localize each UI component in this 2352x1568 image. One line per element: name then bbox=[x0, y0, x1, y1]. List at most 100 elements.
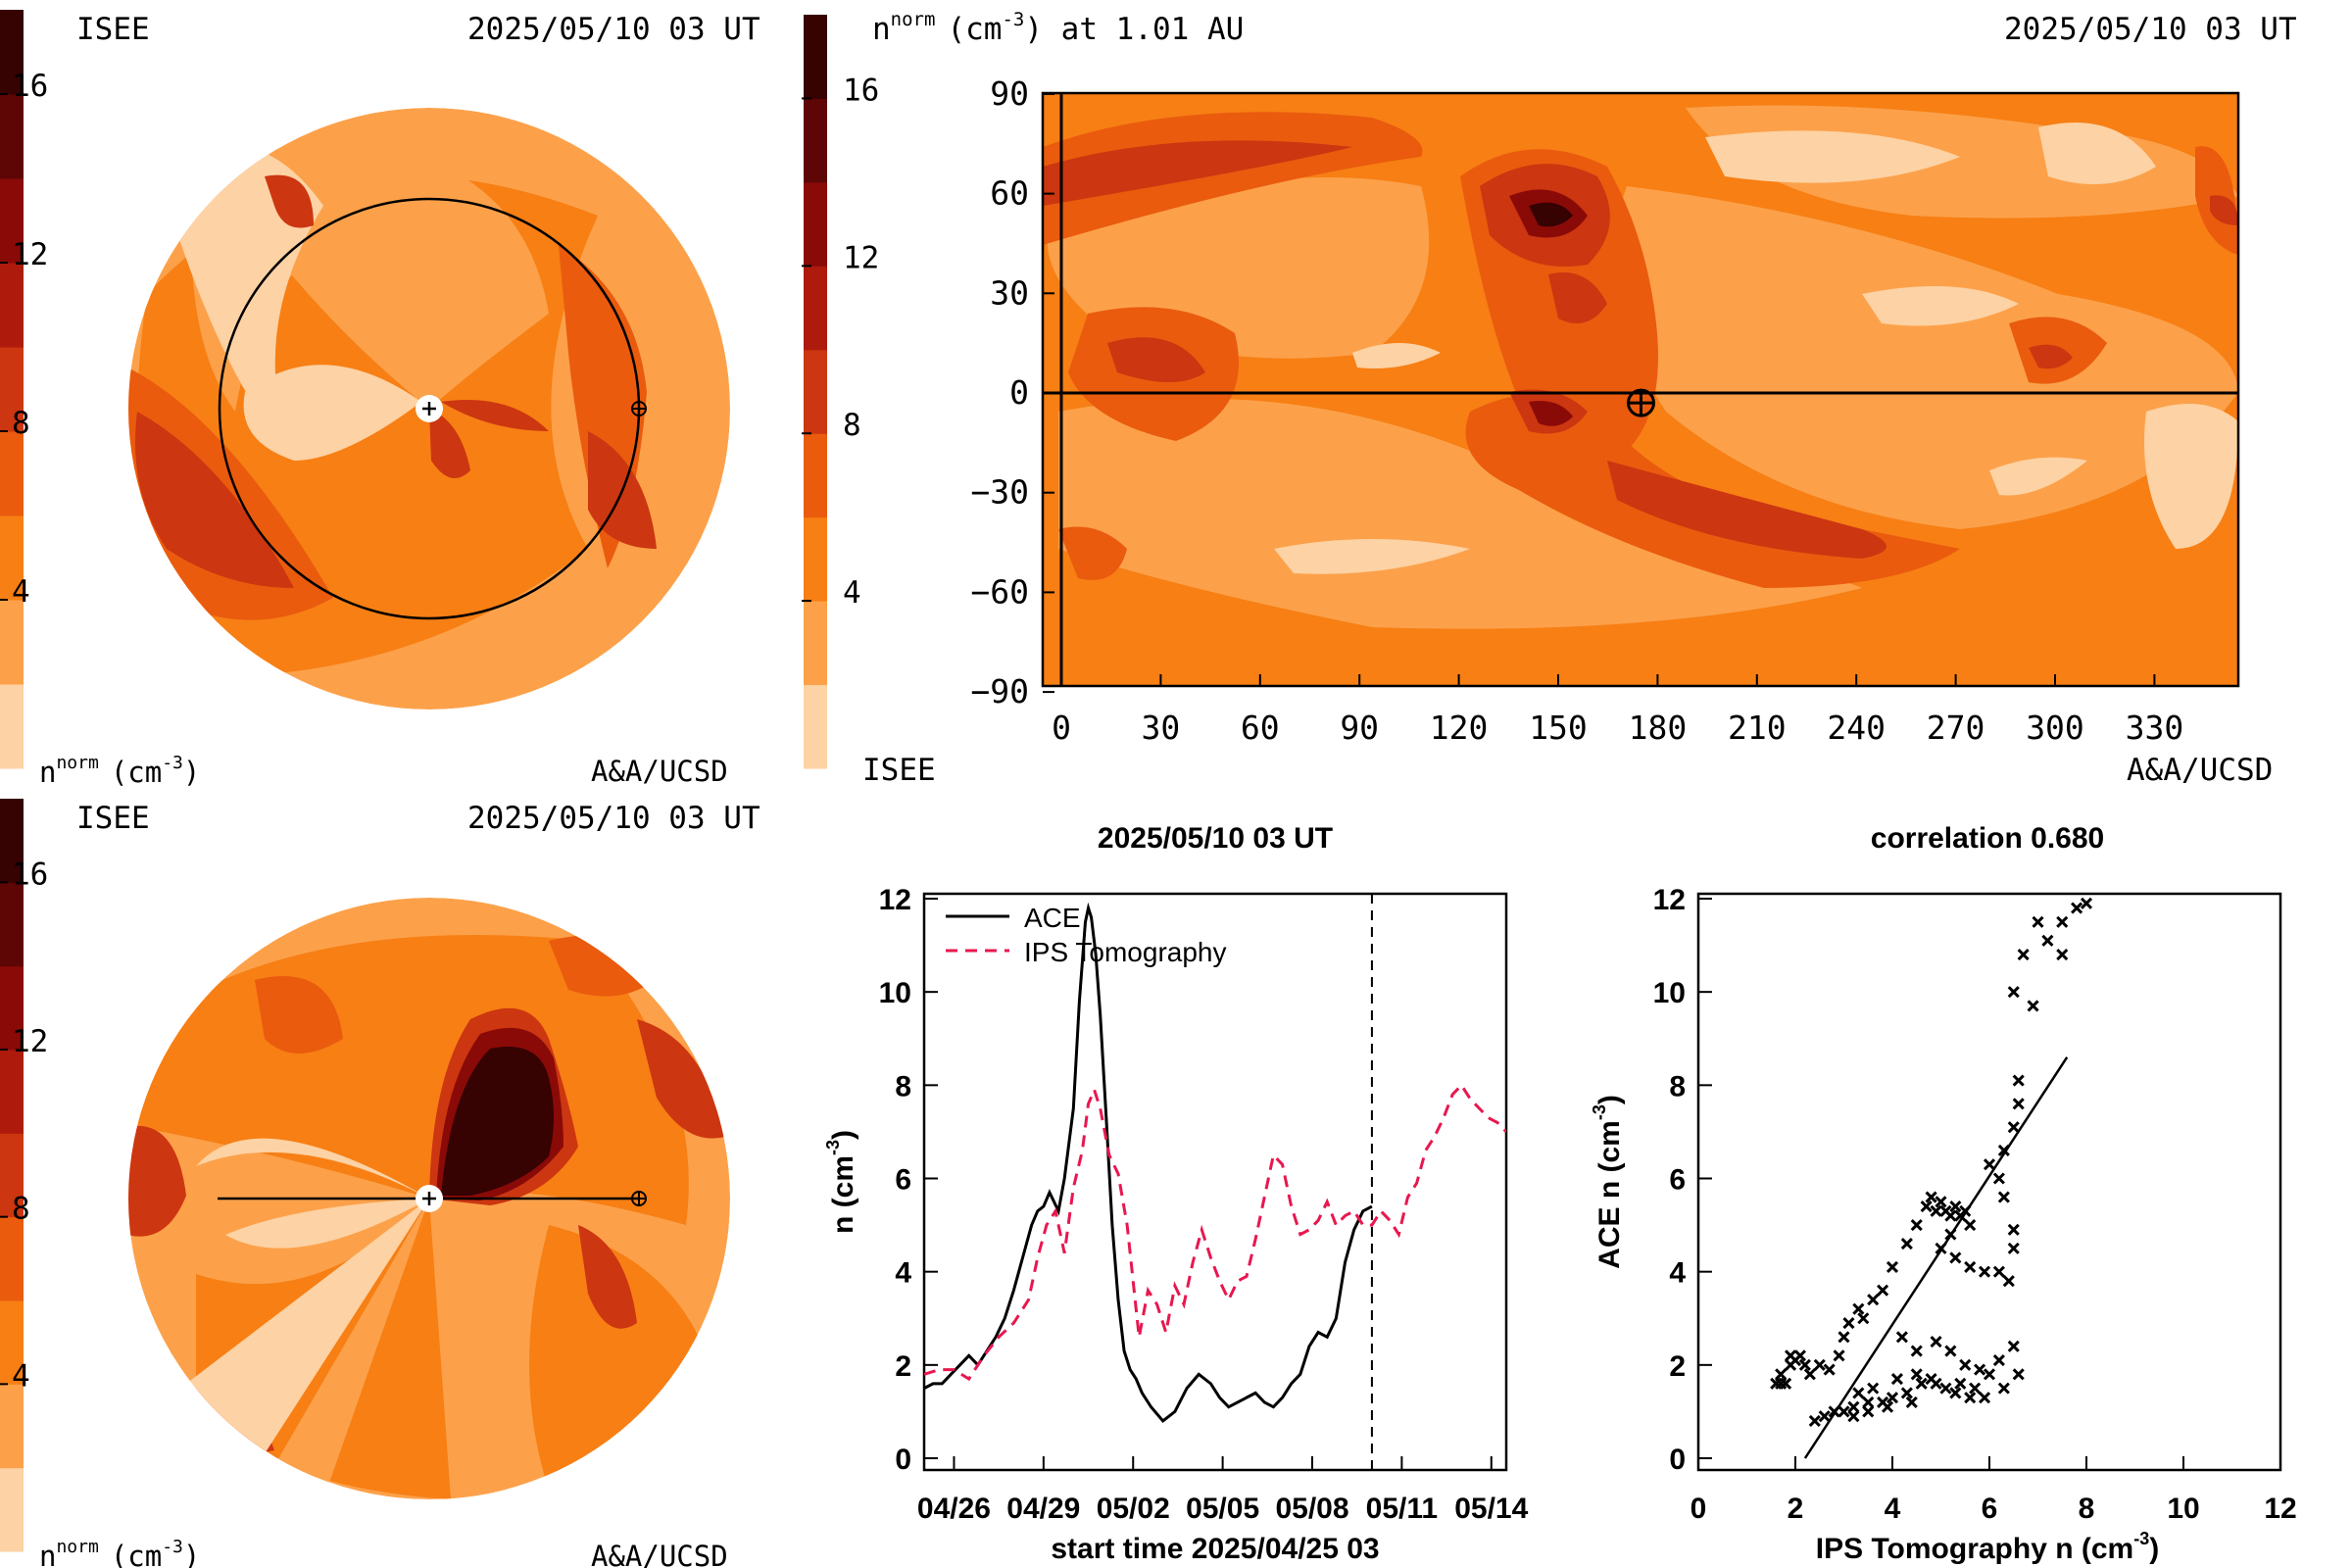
sc-point bbox=[1900, 1238, 1913, 1250]
sc-ticks: 0 2 4 6 8 10 12 0 2 4 6 8 10 12 bbox=[1653, 884, 2297, 1525]
colorbar-label-units-sup: -3 bbox=[162, 753, 183, 773]
legend-ace: ACE bbox=[1024, 903, 1081, 933]
sc-y-tick-label: 8 bbox=[1669, 1070, 1686, 1102]
sun-cross-bottom bbox=[422, 1192, 436, 1205]
sc-point bbox=[1823, 1363, 1836, 1376]
ts-lines bbox=[924, 894, 1506, 1470]
sc-point bbox=[1930, 1335, 1942, 1348]
colorbar-swatch bbox=[0, 431, 24, 516]
sc-point bbox=[1983, 1368, 1996, 1381]
map-title-rest: ) at 1.01 AU bbox=[1024, 12, 1244, 47]
sc-x-tick-label: 6 bbox=[1982, 1493, 1998, 1525]
ts-x-tick-label: 05/14 bbox=[1454, 1493, 1528, 1525]
map-y-tick-label: 90 bbox=[990, 74, 1029, 113]
sc-x-tick-label: 12 bbox=[2264, 1493, 2296, 1525]
sc-point bbox=[2007, 1340, 2020, 1352]
sc-point bbox=[1949, 1387, 1962, 1399]
sc-point bbox=[1838, 1405, 1850, 1418]
colorbar-swatch bbox=[0, 1050, 24, 1134]
sc-point bbox=[1877, 1284, 1889, 1297]
sc-point bbox=[1847, 1400, 1860, 1413]
colorbar-tick-label: 16 bbox=[12, 69, 48, 104]
colorbar-swatch bbox=[0, 600, 24, 685]
colorbar-tick-label: 4 bbox=[843, 575, 861, 611]
colorbar-tick-label: 12 bbox=[843, 240, 879, 275]
ts-y-tick-label: 8 bbox=[895, 1070, 911, 1102]
colorbar-tick-label: 8 bbox=[12, 406, 30, 441]
colorbar-tick-label: 12 bbox=[12, 1024, 48, 1059]
map-date: 2025/05/10 03 UT bbox=[2004, 12, 2297, 47]
colorbar-label-n: n bbox=[39, 756, 56, 789]
colorbar-swatch bbox=[0, 515, 24, 601]
colorbar-swatch bbox=[804, 601, 827, 686]
colorbar-tick-label: 4 bbox=[12, 574, 30, 610]
sc-point bbox=[1780, 1377, 1792, 1390]
map-x-tick-label: 30 bbox=[1142, 709, 1181, 747]
sc-y-tick-label: 6 bbox=[1669, 1164, 1686, 1197]
lat-lon-map-panel: 4 8 12 16 nnorm (cm-3) at 1.01 AU 2025/05/10… bbox=[802, 9, 2297, 788]
ts-series-ace bbox=[924, 902, 1373, 1423]
colorbar-tick-label: 8 bbox=[843, 408, 861, 443]
sc-point bbox=[1813, 1358, 1826, 1371]
sc-point bbox=[1997, 1191, 2010, 1203]
map-y-ticks: 90 60 30 0 −30 −60 −90 bbox=[970, 74, 1054, 710]
colorbar-swatch bbox=[0, 94, 24, 179]
label-isee-bottom: ISEE bbox=[76, 801, 150, 836]
sc-point bbox=[2007, 1223, 2020, 1236]
map-y-tick-label: −30 bbox=[970, 473, 1029, 512]
colorbar-swatch bbox=[804, 433, 827, 518]
colorbar-swatch bbox=[804, 516, 827, 602]
sc-point bbox=[2071, 902, 2083, 914]
ts-title: 2025/05/10 03 UT bbox=[1098, 822, 1333, 855]
map-y-tick-label: 60 bbox=[990, 174, 1029, 213]
sc-x-tick-label: 8 bbox=[2079, 1493, 2095, 1525]
sc-point bbox=[1910, 1219, 1923, 1232]
ts-x-tick-label: 05/02 bbox=[1097, 1493, 1170, 1525]
sc-x-tick-label: 10 bbox=[2167, 1493, 2199, 1525]
colorbar-label-bottom-units-sup: -3 bbox=[162, 1537, 183, 1557]
sun-cross bbox=[422, 402, 436, 416]
sc-ylabel-sup: -3 bbox=[1590, 1104, 1609, 1120]
sc-point bbox=[1925, 1191, 1937, 1203]
map-x-tick-label: 120 bbox=[1430, 709, 1489, 747]
sc-y-tick-label: 12 bbox=[1653, 884, 1686, 916]
colorbar-label: nnorm (cm-3) bbox=[39, 753, 200, 789]
sc-point bbox=[2007, 986, 2020, 999]
sc-point bbox=[1881, 1400, 1894, 1413]
sc-point bbox=[1852, 1302, 1865, 1315]
map-title: nnorm (cm-3) at 1.01 AU bbox=[872, 9, 1244, 47]
sc-point bbox=[1886, 1260, 1899, 1273]
timeseries-panel: 2025/05/10 03 UT 04/26 04/29 05/02 05/05 05/… bbox=[823, 822, 1529, 1565]
colorbar-tick-label: 4 bbox=[12, 1358, 30, 1394]
sc-point bbox=[1900, 1387, 1913, 1399]
sc-y-tick-label: 0 bbox=[1669, 1444, 1686, 1476]
map-y-tick-label: −90 bbox=[970, 672, 1029, 710]
ts-y-tick-label: 4 bbox=[895, 1257, 911, 1290]
credit: A&A/UCSD bbox=[591, 755, 728, 788]
sc-point bbox=[1847, 1410, 1860, 1423]
ecliptic-view-top-panel: 4 8 12 16 ISEE 2025/05/10 03 UT A&A/UCSD nn… bbox=[0, 10, 760, 789]
map-x-tick-label: 240 bbox=[1827, 709, 1886, 747]
colorbar-swatch bbox=[0, 347, 24, 432]
sc-point bbox=[1935, 1196, 1947, 1208]
sc-point bbox=[1842, 1316, 1855, 1330]
sc-point bbox=[2080, 897, 2093, 909]
sc-point bbox=[1978, 1265, 1991, 1278]
map-x-tick-label: 180 bbox=[1629, 709, 1688, 747]
sc-point bbox=[1886, 1392, 1899, 1404]
ts-y-tick-label: 10 bbox=[879, 977, 911, 1009]
colorbar-label-sup: norm bbox=[56, 753, 98, 773]
sc-fit-line bbox=[1803, 1056, 2069, 1459]
sc-xlabel: IPS Tomography n (cm-3) bbox=[1816, 1529, 2160, 1565]
colorbar-swatch bbox=[804, 266, 827, 351]
colorbar-swatch bbox=[0, 1300, 24, 1385]
map-title-n: n bbox=[872, 12, 891, 47]
ts-xlabel: start time 2025/04/25 03 bbox=[1051, 1533, 1379, 1565]
ts-x-tick-label: 04/26 bbox=[917, 1493, 991, 1525]
ts-y-tick-label: 0 bbox=[895, 1444, 911, 1476]
sc-point bbox=[1862, 1405, 1875, 1418]
sc-point bbox=[1808, 1414, 1821, 1427]
colorbar-top-left: 4 8 12 16 bbox=[0, 10, 48, 769]
